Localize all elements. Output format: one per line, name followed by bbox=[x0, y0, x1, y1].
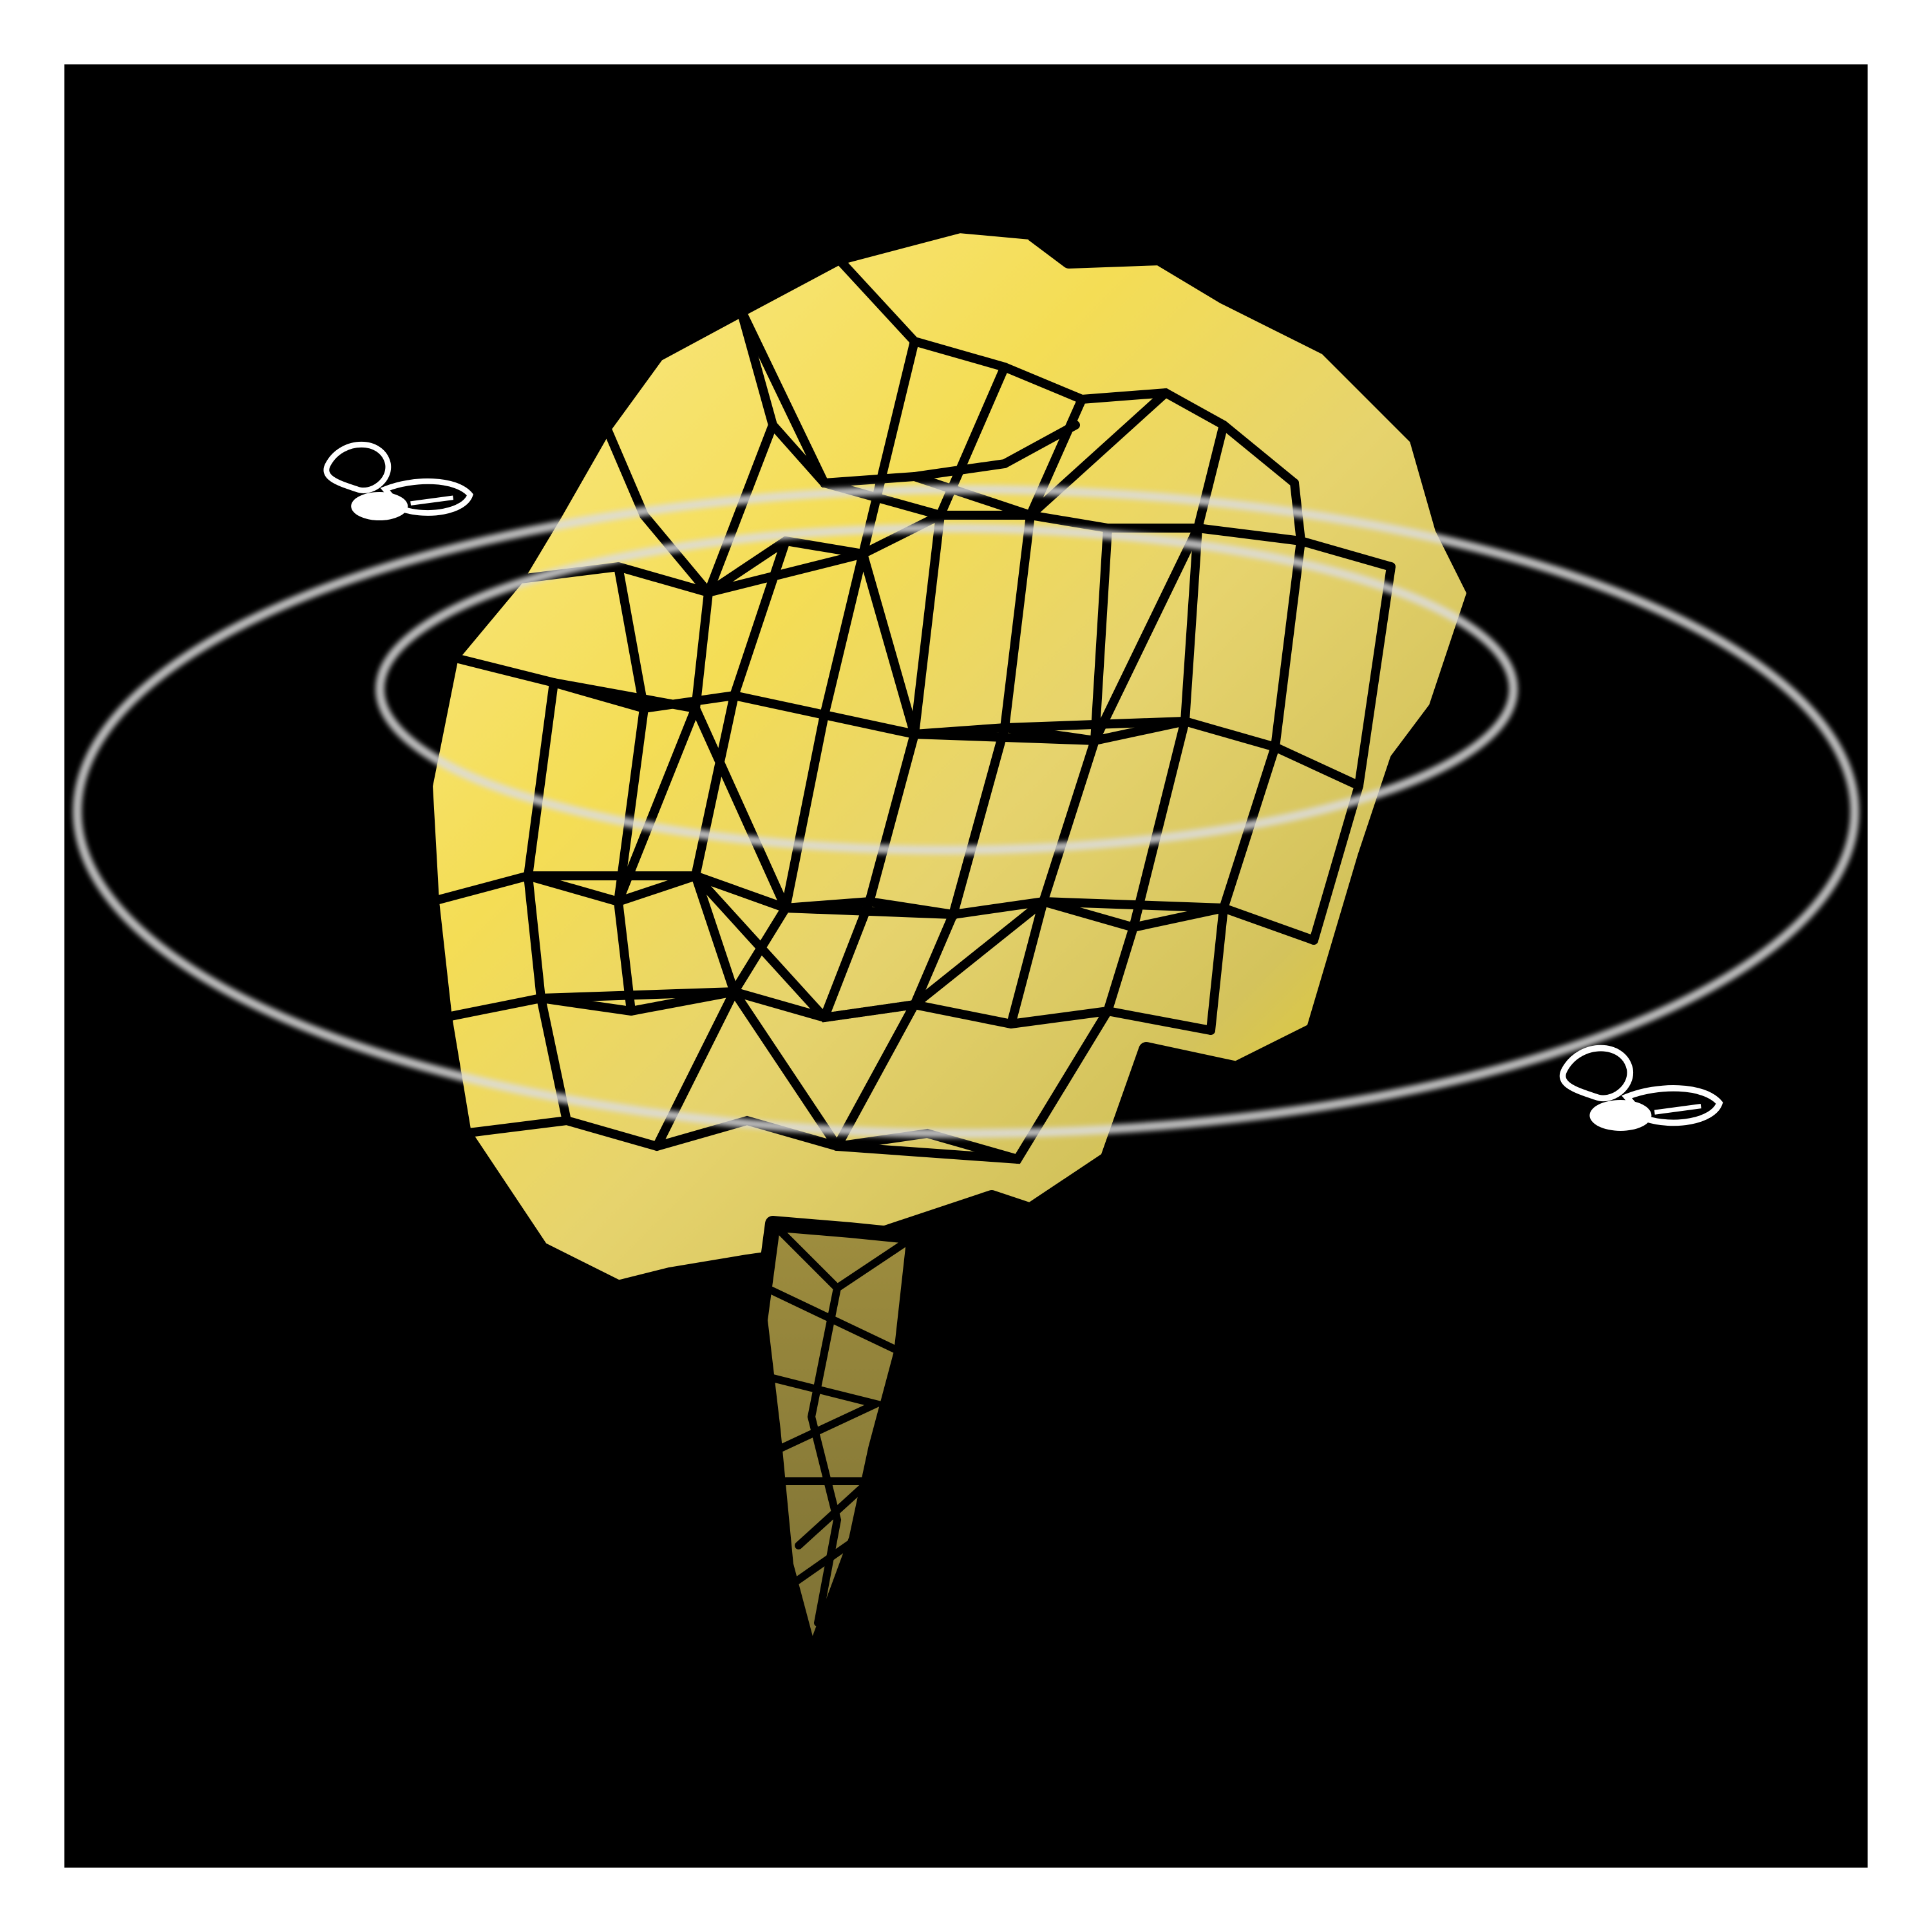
trunk-lattice bbox=[762, 1220, 918, 1627]
orbit-ring-inner bbox=[375, 524, 1518, 855]
bee-icon bbox=[323, 442, 473, 520]
orbit-rings bbox=[73, 485, 1859, 1138]
orbit-ring-outer bbox=[73, 485, 1859, 1138]
artwork-canvas bbox=[64, 64, 1868, 1868]
bee-icon bbox=[1559, 1045, 1723, 1131]
artwork-svg bbox=[73, 218, 1859, 1669]
